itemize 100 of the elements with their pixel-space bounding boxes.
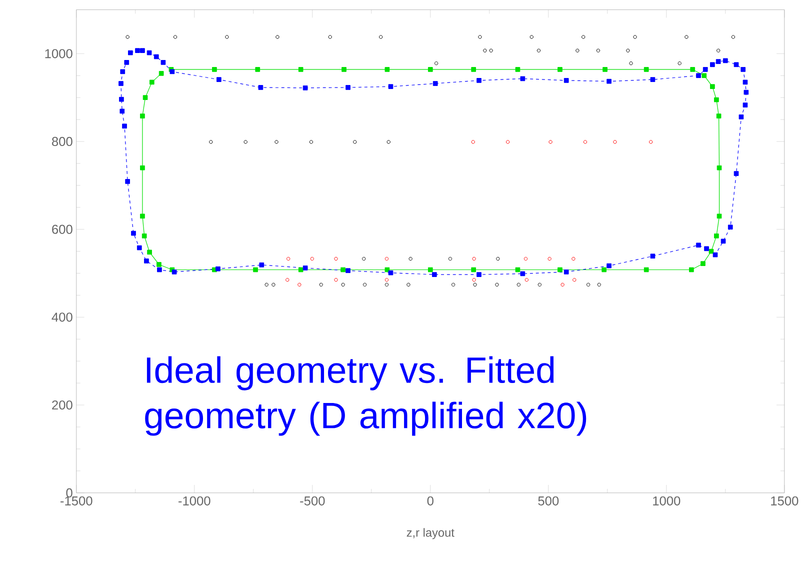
point bbox=[678, 61, 682, 66]
point bbox=[515, 66, 520, 72]
point bbox=[309, 140, 314, 144]
point bbox=[428, 66, 433, 72]
point bbox=[122, 124, 127, 128]
point bbox=[476, 272, 482, 277]
point bbox=[586, 282, 590, 286]
point bbox=[328, 35, 332, 39]
point bbox=[147, 250, 152, 254]
point bbox=[720, 238, 726, 244]
point bbox=[384, 278, 389, 282]
point bbox=[478, 35, 482, 39]
point bbox=[710, 84, 715, 89]
point bbox=[489, 48, 493, 52]
point bbox=[633, 35, 637, 39]
point bbox=[120, 69, 126, 74]
point bbox=[274, 140, 278, 144]
point bbox=[716, 214, 722, 218]
point bbox=[716, 165, 722, 170]
point bbox=[448, 256, 452, 260]
point bbox=[524, 256, 528, 260]
point bbox=[432, 80, 438, 86]
point bbox=[689, 267, 694, 272]
point bbox=[334, 278, 338, 282]
point bbox=[428, 267, 433, 272]
x-tick-label: -1500 bbox=[60, 496, 92, 506]
point bbox=[742, 80, 748, 85]
x-tick-label: 500 bbox=[538, 496, 559, 506]
point bbox=[379, 35, 383, 39]
point bbox=[583, 140, 588, 144]
point bbox=[520, 271, 526, 276]
y-tick-label: 400 bbox=[52, 312, 72, 322]
point bbox=[388, 84, 394, 89]
point bbox=[342, 66, 346, 72]
point bbox=[276, 35, 280, 39]
point bbox=[597, 282, 601, 286]
point bbox=[728, 224, 733, 230]
point bbox=[119, 96, 124, 102]
point bbox=[684, 35, 688, 39]
point bbox=[216, 77, 222, 82]
point bbox=[696, 73, 701, 78]
x-tick-label: 1500 bbox=[771, 496, 798, 506]
y-tick-label: 600 bbox=[52, 224, 72, 234]
point bbox=[140, 113, 145, 118]
point bbox=[471, 267, 476, 272]
point bbox=[483, 48, 487, 52]
point bbox=[302, 265, 308, 270]
point bbox=[613, 140, 617, 144]
point bbox=[722, 58, 728, 63]
y-tick-label: 200 bbox=[52, 400, 72, 410]
point bbox=[149, 80, 154, 85]
point bbox=[572, 256, 576, 260]
point bbox=[298, 66, 304, 72]
point bbox=[157, 267, 162, 272]
point bbox=[341, 282, 345, 286]
point bbox=[650, 77, 656, 82]
point bbox=[548, 140, 552, 144]
point bbox=[334, 256, 338, 260]
point bbox=[170, 69, 175, 74]
point bbox=[644, 66, 649, 72]
point bbox=[384, 66, 390, 72]
point bbox=[602, 267, 607, 272]
point bbox=[346, 84, 350, 90]
point bbox=[472, 256, 476, 260]
point bbox=[738, 114, 744, 120]
point bbox=[472, 278, 476, 282]
point bbox=[704, 246, 709, 251]
point bbox=[286, 256, 290, 260]
point bbox=[272, 282, 276, 286]
point bbox=[516, 282, 520, 286]
point bbox=[209, 140, 213, 144]
point bbox=[140, 48, 145, 53]
point bbox=[702, 66, 708, 72]
point bbox=[629, 61, 633, 66]
point bbox=[258, 84, 264, 90]
point bbox=[154, 54, 159, 60]
point bbox=[524, 278, 529, 282]
point bbox=[310, 256, 314, 260]
y-tick-label: 800 bbox=[52, 136, 72, 146]
point bbox=[140, 214, 145, 218]
point bbox=[473, 282, 477, 286]
y-tick-label: 0 bbox=[66, 488, 72, 498]
point bbox=[216, 266, 220, 272]
point bbox=[731, 35, 736, 39]
point bbox=[158, 70, 164, 76]
point bbox=[146, 50, 152, 56]
point bbox=[572, 278, 576, 282]
annotation: Ideal geometry vs. Fitted geometry (D amplified x20) bbox=[145, 356, 586, 436]
point bbox=[538, 282, 542, 286]
point bbox=[340, 267, 346, 272]
point bbox=[602, 66, 608, 72]
point bbox=[142, 233, 147, 238]
point bbox=[298, 267, 304, 272]
point bbox=[700, 261, 706, 266]
point bbox=[712, 252, 718, 258]
point bbox=[432, 272, 437, 277]
point bbox=[253, 267, 258, 272]
point bbox=[596, 48, 600, 52]
point bbox=[128, 50, 133, 56]
point bbox=[506, 140, 510, 144]
